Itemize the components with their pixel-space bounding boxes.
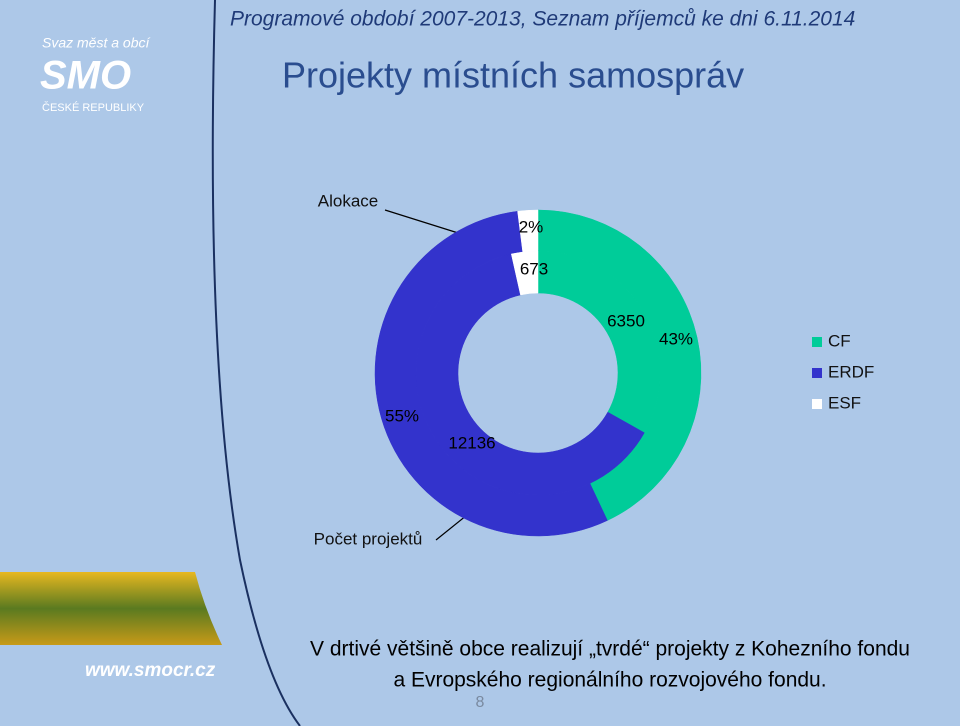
series-annotation: Počet projektů [314, 529, 423, 548]
logo-main: SMO [40, 54, 131, 98]
divider [211, 0, 301, 726]
logo-top: Svaz měst a obcí [42, 35, 151, 51]
data-label: 673 [520, 259, 548, 278]
legend-swatch [812, 368, 822, 378]
footer-text: V drtivé většině obce realizují „tvrdé“ … [310, 638, 910, 661]
donut-segment [537, 250, 661, 434]
sunflower-image [0, 572, 222, 645]
series-annotation: Alokace [318, 191, 378, 210]
data-label: 43% [659, 329, 693, 348]
page-number: 8 [476, 694, 485, 711]
legend-swatch [812, 337, 822, 347]
legend-label: ERDF [828, 362, 874, 381]
donut-segment [510, 250, 539, 296]
data-label: 55% [385, 406, 419, 425]
data-label: 6350 [607, 311, 645, 330]
legend-swatch [812, 399, 822, 409]
title: Projekty místních samospráv [282, 55, 744, 96]
legend-label: CF [828, 331, 851, 350]
data-label: 2% [519, 217, 544, 236]
website: www.smocr.cz [85, 660, 216, 681]
donut-segment [415, 253, 645, 496]
data-label: 12136 [448, 433, 495, 452]
footer-text: a Evropského regionálního rozvojového fo… [393, 669, 826, 692]
legend-label: ESF [828, 393, 861, 412]
logo-bottom: ČESKÉ REPUBLIKY [42, 101, 145, 114]
header: Programové období 2007-2013, Seznam příj… [230, 8, 855, 31]
